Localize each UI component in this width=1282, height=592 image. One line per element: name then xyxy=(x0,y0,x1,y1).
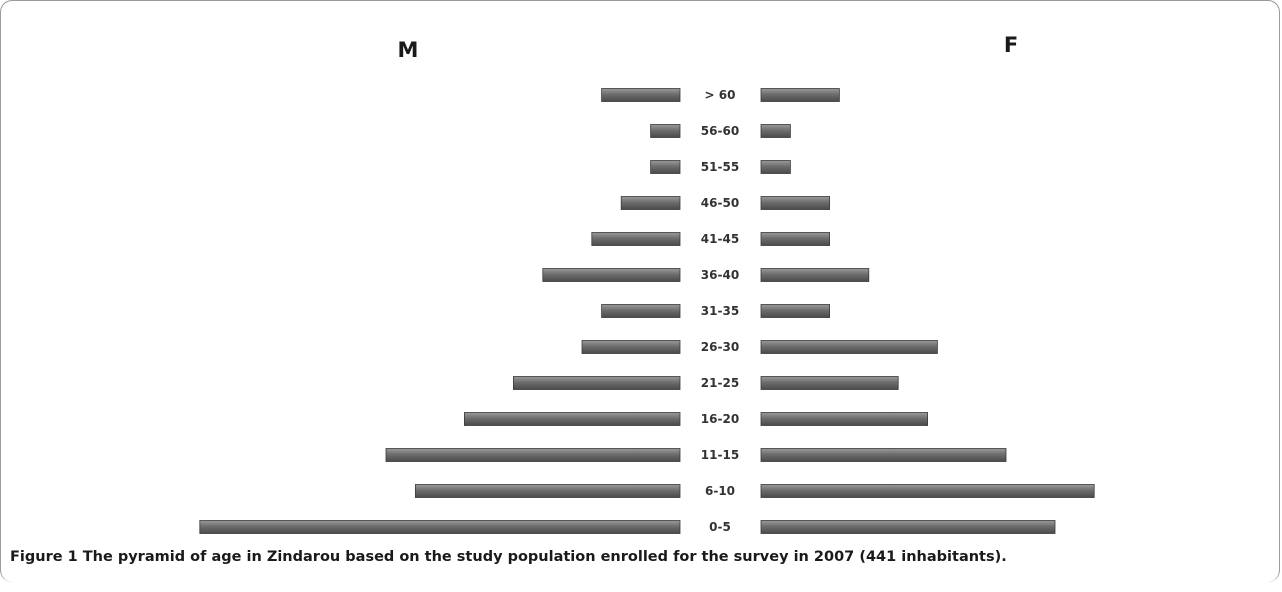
bar-female-46-50 xyxy=(760,196,830,210)
bar-male-16-20 xyxy=(463,412,681,426)
age-label-16-20: 16-20 xyxy=(701,412,739,426)
bar-male-36-40 xyxy=(542,268,681,282)
bar-female-41-45 xyxy=(760,232,830,246)
bar-male-51-55 xyxy=(650,160,681,174)
age-label-46-50: 46-50 xyxy=(701,196,739,210)
age-label-21-25: 21-25 xyxy=(701,376,739,390)
bar-female-31-35 xyxy=(760,304,830,318)
age-label-31-35: 31-35 xyxy=(701,304,739,318)
age-label-56-60: 56-60 xyxy=(701,124,739,138)
bar-male-31-35 xyxy=(601,304,681,318)
bar-female-56-60 xyxy=(760,124,791,138)
age-label-41-45: 41-45 xyxy=(701,232,739,246)
figure-caption: Figure 1 The pyramid of age in Zindarou … xyxy=(10,549,1007,565)
population-pyramid-chart: M F > 60 56-60 51-55 46-50 41-45 36-40 31-35 26… xyxy=(199,33,1095,534)
bar-male-21-25 xyxy=(513,376,681,390)
age-label-11-15: 11-15 xyxy=(701,448,739,462)
age-label-6-10: 6-10 xyxy=(705,484,735,498)
bar-female-21-25 xyxy=(760,376,899,390)
age-label-51-55: 51-55 xyxy=(701,160,739,174)
bar-male-0-5 xyxy=(199,520,681,534)
bar-female-51-55 xyxy=(760,160,791,174)
bar-female-60 xyxy=(760,88,840,102)
bars-group xyxy=(199,88,1095,534)
bar-female-26-30 xyxy=(760,340,938,354)
age-label-36-40: 36-40 xyxy=(701,268,739,282)
bar-female-6-10 xyxy=(760,484,1095,498)
caption-text: The pyramid of age in Zindarou based on … xyxy=(77,549,1007,565)
bar-female-11-15 xyxy=(760,448,1007,462)
age-label-0-5: 0-5 xyxy=(709,520,731,534)
bar-male-56-60 xyxy=(650,124,681,138)
bar-female-16-20 xyxy=(760,412,929,426)
bar-male-41-45 xyxy=(591,232,681,246)
bar-male-60 xyxy=(601,88,681,102)
bar-female-0-5 xyxy=(760,520,1056,534)
age-group-labels: > 60 56-60 51-55 46-50 41-45 36-40 31-35 26-30 2… xyxy=(701,88,739,534)
bar-male-6-10 xyxy=(414,484,681,498)
age-label-60: > 60 xyxy=(705,88,736,102)
male-series-label: M xyxy=(398,38,419,62)
bar-female-36-40 xyxy=(760,268,870,282)
age-label-26-30: 26-30 xyxy=(701,340,739,354)
caption-label: Figure 1 xyxy=(10,549,78,565)
bar-male-26-30 xyxy=(581,340,681,354)
female-series-label: F xyxy=(1004,33,1018,57)
bar-male-46-50 xyxy=(620,196,681,210)
bar-male-11-15 xyxy=(385,448,681,462)
